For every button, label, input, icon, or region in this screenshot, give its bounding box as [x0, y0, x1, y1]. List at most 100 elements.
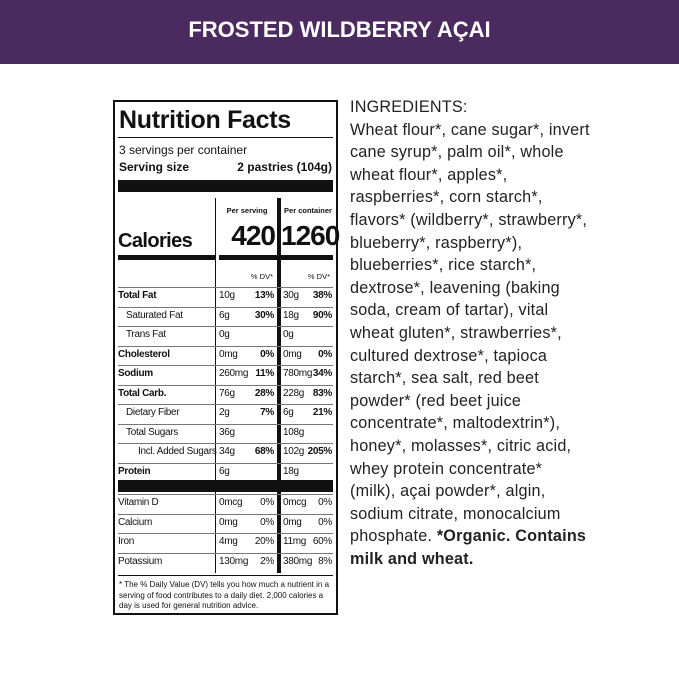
dv-value: 0%	[260, 497, 274, 508]
amount: 0mg	[283, 516, 302, 528]
row-label: Total Carb.	[118, 387, 167, 399]
dv-value: 0%	[318, 516, 332, 528]
row-rule	[118, 462, 333, 464]
dv-value: 21%	[312, 407, 332, 418]
dv-value: 0%	[318, 497, 332, 508]
col-head: Per serving	[226, 206, 268, 215]
row-label: Vitamin D	[118, 497, 159, 508]
dv-value: 28%	[254, 387, 274, 399]
row-rule	[118, 287, 333, 288]
dv-value: 34%	[312, 368, 332, 379]
divider	[277, 198, 281, 573]
dv-value: 68%	[254, 446, 274, 457]
amount: 18g	[283, 309, 299, 321]
row-rule	[118, 533, 333, 534]
dv-value: 90%	[312, 309, 332, 321]
dv-value: 30%	[254, 309, 274, 321]
dv-value: 38%	[312, 290, 332, 301]
dv-value: 8%	[318, 555, 332, 567]
col-head: Per container	[284, 206, 332, 215]
amount: 0mg	[219, 516, 238, 528]
amount: 108g	[283, 426, 305, 438]
amount: 0g	[219, 329, 230, 340]
dv-value: 0%	[318, 348, 332, 360]
amount: 6g	[219, 309, 230, 321]
amount: 0mcg	[219, 497, 243, 508]
dv-value: 20%	[254, 536, 274, 547]
amount: 130mg	[219, 555, 249, 567]
ingredients-note: *Organic. Contains milk and wheat.	[350, 527, 587, 568]
thick-bar	[118, 180, 333, 192]
medium-bar	[118, 255, 215, 260]
amount: 76g	[219, 387, 235, 399]
dv-value: 205%	[307, 446, 333, 457]
row-rule	[118, 443, 333, 444]
amount: 30g	[283, 290, 299, 301]
banner: FROSTED WILDBERRY AÇAI	[0, 0, 679, 64]
label-title: Nutrition Facts	[119, 106, 291, 134]
dv-header: % DV*	[307, 272, 330, 281]
calories-label: Calories	[118, 230, 193, 252]
amount: 0mcg	[283, 497, 307, 508]
dv-value: 83%	[312, 387, 332, 399]
row-label: Incl. Added Sugars	[138, 446, 217, 457]
medium-bar	[219, 255, 277, 260]
amount: 18g	[283, 465, 299, 477]
row-label: Protein	[118, 465, 151, 477]
row-label: Calcium	[118, 516, 153, 528]
amount: 0mg	[219, 348, 238, 360]
row-rule	[118, 365, 333, 366]
thick-bar	[118, 480, 333, 492]
row-label: Total Fat	[118, 290, 157, 301]
dv-value: 13%	[254, 290, 274, 301]
row-rule	[118, 384, 333, 386]
amount: 10g	[219, 290, 235, 301]
row-label: Saturated Fat	[126, 309, 183, 321]
row-rule	[118, 513, 333, 515]
row-rule	[118, 306, 333, 308]
row-label: Sodium	[118, 368, 153, 379]
amount: 380mg	[283, 555, 313, 567]
row-rule	[118, 552, 333, 554]
product-title: FROSTED WILDBERRY AÇAI	[188, 17, 491, 42]
serving-size-label: Serving size	[119, 160, 190, 174]
amount: 34g	[219, 446, 235, 457]
row-label: Total Sugars	[126, 426, 178, 438]
amount: 260mg	[219, 368, 249, 379]
nutrition-label: Nutrition Facts 3 servings per container S…	[113, 100, 340, 615]
amount: 6g	[283, 407, 294, 418]
servings: 3 servings per container	[119, 143, 248, 157]
amount: 6g	[219, 465, 230, 477]
dv-value: 11%	[255, 368, 274, 379]
dv-value: 2%	[260, 555, 274, 567]
row-label: Dietary Fiber	[126, 407, 180, 418]
row-label: Iron	[118, 536, 135, 547]
amount: 228g	[283, 387, 305, 399]
ingredients-text: Wheat flour*, cane sugar*, invert cane s…	[350, 120, 590, 546]
row-label: Cholesterol	[118, 348, 170, 360]
divider	[215, 198, 216, 573]
amount: 2g	[219, 407, 230, 418]
amount: 0mg	[283, 348, 302, 360]
row-label: Trans Fat	[126, 329, 166, 340]
rule	[118, 575, 333, 576]
amount: 780mg	[283, 368, 313, 379]
row-label: Potassium	[118, 555, 162, 567]
amount: 102g	[283, 446, 305, 457]
footnote: * The % Daily Value (DV) tells you how m…	[119, 580, 330, 610]
amount: 36g	[219, 426, 235, 438]
calories: 420	[231, 220, 276, 251]
row-rule	[118, 326, 333, 327]
rule	[118, 137, 333, 138]
dv-value: 0%	[260, 516, 274, 528]
serving-size: 2 pastries (104g)	[237, 160, 332, 174]
ingredients-heading: INGREDIENTS:	[350, 98, 468, 116]
row-rule	[118, 345, 333, 347]
dv-value: 7%	[260, 407, 274, 418]
amount: 0g	[283, 329, 294, 340]
calories: 1260	[281, 220, 340, 251]
row-rule	[118, 494, 333, 495]
amount: 11mg	[283, 536, 307, 547]
row-rule	[118, 423, 333, 425]
